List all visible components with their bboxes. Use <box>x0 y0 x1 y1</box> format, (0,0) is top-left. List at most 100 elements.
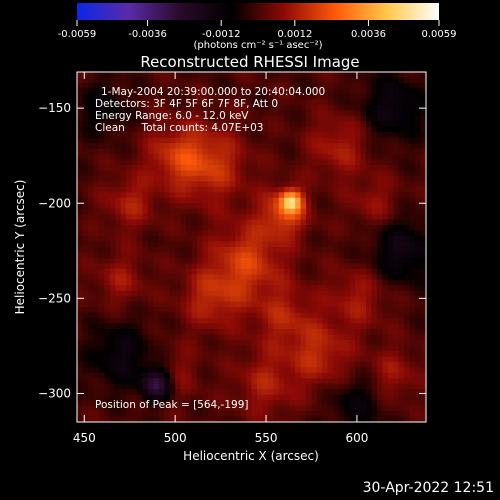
heatmap-cell <box>191 263 198 270</box>
heatmap-cell <box>104 372 111 379</box>
heatmap-cell <box>120 137 127 144</box>
heatmap-cell <box>387 257 394 264</box>
heatmap-cell <box>300 416 307 423</box>
heatmap-cell <box>387 148 394 155</box>
heatmap-cell <box>300 383 307 390</box>
heatmap-cell <box>136 345 143 352</box>
heatmap-cell <box>256 148 263 155</box>
heatmap-cell <box>349 400 356 406</box>
heatmap-cell <box>273 405 280 412</box>
heatmap-cell <box>191 110 198 117</box>
heatmap-cell <box>251 236 258 242</box>
heatmap-cell <box>338 93 345 100</box>
heatmap-cell <box>147 121 154 128</box>
heatmap-cell <box>169 350 176 357</box>
heatmap-cell <box>349 268 356 275</box>
heatmap-cell <box>202 230 209 237</box>
heatmap-cell <box>349 137 356 144</box>
heatmap-cell <box>180 225 187 231</box>
heatmap-cell <box>120 274 127 281</box>
heatmap-cell <box>366 154 372 160</box>
heatmap-cell <box>93 121 100 128</box>
heatmap-cell <box>153 93 160 100</box>
heatmap-cell <box>376 378 383 385</box>
heatmap-cell <box>186 318 192 324</box>
heatmap-cell <box>218 361 225 368</box>
heatmap-cell <box>404 241 411 248</box>
heatmap-cell <box>382 93 389 100</box>
heatmap-cell <box>273 411 280 417</box>
heatmap-cell <box>311 323 318 330</box>
heatmap-cell <box>409 214 416 221</box>
heatmap-cell <box>344 154 351 160</box>
heatmap-cell <box>246 350 252 357</box>
heatmap-cell <box>327 126 334 133</box>
heatmap-cell <box>284 411 291 417</box>
heatmap-cell <box>300 132 307 139</box>
heatmap-cell <box>262 88 269 95</box>
heatmap-cell <box>273 186 280 193</box>
heatmap-cell <box>115 257 122 264</box>
heatmap-cell <box>278 339 285 346</box>
heatmap-cell <box>322 285 329 292</box>
heatmap-cell <box>175 318 182 324</box>
heatmap-cell <box>115 323 122 330</box>
heatmap-cell <box>202 219 209 226</box>
heatmap-cell <box>311 274 318 281</box>
heatmap-cell <box>306 285 312 292</box>
heatmap-cell <box>175 99 182 106</box>
heatmap-cell <box>169 318 176 324</box>
heatmap-cell <box>82 301 89 308</box>
heatmap-cell <box>115 285 122 292</box>
heatmap-cell <box>327 230 334 237</box>
heatmap-cell <box>153 383 160 390</box>
heatmap-cell <box>191 77 198 84</box>
heatmap-cell <box>284 389 291 396</box>
heatmap-cell <box>262 318 269 324</box>
heatmap-cell <box>284 143 291 149</box>
heatmap-cell <box>306 361 312 368</box>
heatmap-cell <box>311 263 318 270</box>
heatmap-cell <box>322 110 329 117</box>
heatmap-cell <box>376 143 383 149</box>
heatmap-cell <box>82 350 89 357</box>
heatmap-cell <box>136 82 143 89</box>
heatmap-cell <box>186 110 192 117</box>
heatmap-cell <box>207 99 214 106</box>
heatmap-cell <box>191 318 198 324</box>
heatmap-cell <box>415 329 421 335</box>
heatmap-cell <box>360 361 367 368</box>
heatmap-cell <box>169 159 176 166</box>
heatmap-cell <box>240 389 247 396</box>
heatmap-cell <box>175 405 182 412</box>
heatmap-cell <box>327 394 334 401</box>
heatmap-cell <box>131 350 138 357</box>
heatmap-cell <box>311 121 318 128</box>
heatmap-cell <box>235 296 241 303</box>
heatmap-cell <box>420 307 427 314</box>
heatmap-cell <box>229 132 236 139</box>
heatmap-cell <box>338 389 345 396</box>
heatmap-cell <box>164 164 171 171</box>
heatmap-cell <box>322 252 329 259</box>
heatmap-cell <box>295 203 301 210</box>
heatmap-cell <box>371 203 378 210</box>
heatmap-cell <box>409 241 416 248</box>
heatmap-cell <box>289 230 296 237</box>
heatmap-cell <box>349 318 356 324</box>
heatmap-cell <box>278 175 285 182</box>
heatmap-cell <box>98 312 105 319</box>
heatmap-cell <box>104 350 111 357</box>
heatmap-cell <box>289 181 296 188</box>
heatmap-cell <box>147 82 154 89</box>
heatmap-cell <box>93 252 100 259</box>
heatmap-cell <box>322 236 329 242</box>
heatmap-cell <box>256 296 263 303</box>
heatmap-cell <box>344 230 351 237</box>
heatmap-cell <box>169 345 176 352</box>
heatmap-cell <box>278 170 285 177</box>
heatmap-cell <box>338 88 345 95</box>
heatmap-cell <box>142 82 149 89</box>
heatmap-cell <box>420 143 427 149</box>
heatmap-cell <box>300 203 307 210</box>
